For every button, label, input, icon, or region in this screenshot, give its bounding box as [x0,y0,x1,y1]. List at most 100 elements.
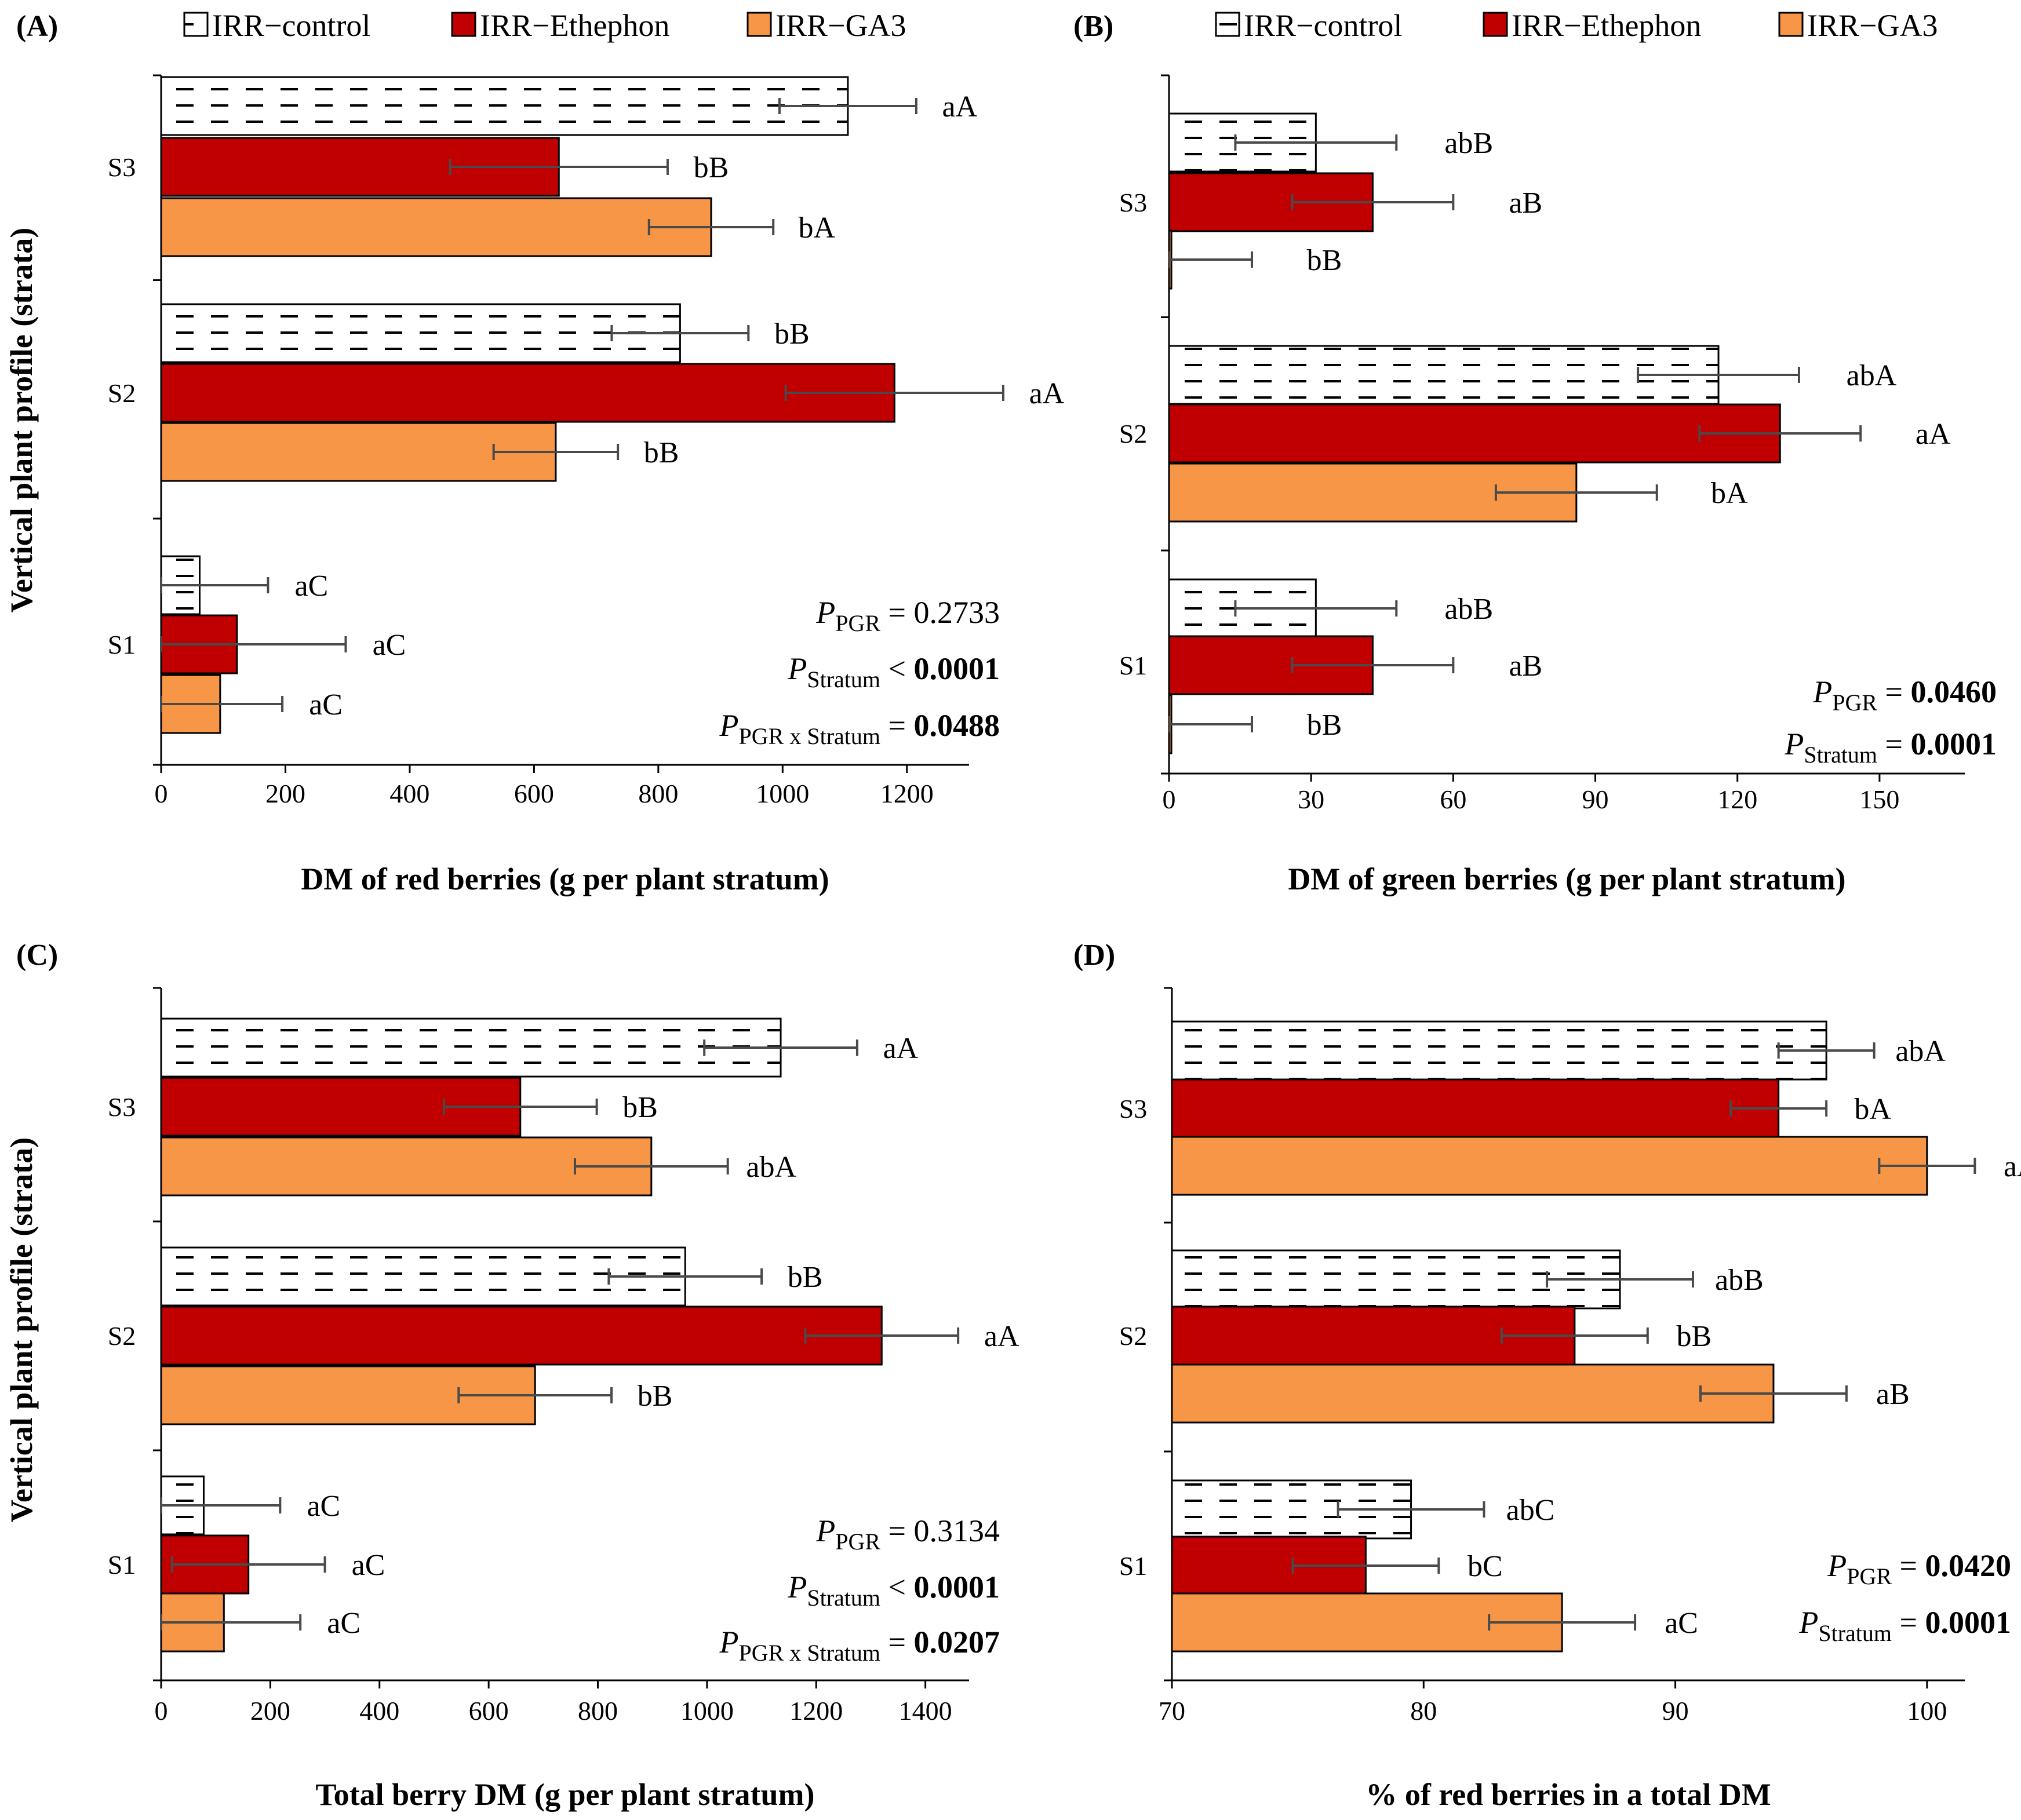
bar-control-s2 [160,303,681,363]
x-tick-label: 600 [469,1696,509,1726]
panel-d: (D) 70 80 90 100 % of red berries in a total … [1073,939,2021,1812]
p-value-annotation: PPGR x Stratum = 0.0207 [719,1625,1000,1666]
legend-swatch-ga3 [747,12,772,37]
error-bar-ethephon-s2 [784,385,1004,401]
significance-label: abA [746,1151,796,1184]
x-tick-label: 90 [1582,785,1609,814]
error-bar-control-s2 [610,325,750,341]
bar-control-s2 [160,1246,686,1307]
bar-ga3-s3 [160,1136,653,1197]
legend-label-ethephon: IRR−Ethephon [1512,8,1701,43]
bar-ga3-s3 [160,197,712,257]
p-value-annotation: PStratum < 0.0001 [787,651,1000,692]
significance-label: bB [622,1091,658,1124]
legend-label-ga3: IRR−GA3 [775,8,906,43]
significance-label: aC [352,1549,385,1582]
panel-a: (A) 0 200 400 600 800 1000 1200 DM of red berrie… [16,10,1065,896]
panel-label: (C) [16,939,58,972]
x-tick-label: 600 [514,779,554,808]
bar-control-s3 [1171,1020,1827,1081]
category-label-s3: S3 [108,152,136,182]
x-tick-label: 120 [1717,785,1757,814]
error-bar-ethephon-s1 [1291,657,1455,673]
error-bar-ga3-s1 [1488,1614,1637,1631]
category-label-s1: S1 [108,630,136,659]
bar-ethephon-s2 [160,1305,883,1366]
significance-label: abA [1895,1035,1946,1068]
error-bar-control-s3 [778,98,917,114]
significance-label: bB [788,1261,823,1294]
significance-label: aC [295,570,329,603]
p-value-annotation: PPGR = 0.3134 [815,1513,1000,1555]
category-label-s1: S1 [1119,1551,1148,1581]
bar-ethephon-s2 [160,363,895,423]
error-bar-control-s2 [1546,1271,1694,1288]
panel-b: (B) 0 30 60 90 120 150 DM of green berries (g p… [1073,10,1997,896]
category-label-s2: S2 [1119,1321,1148,1351]
significance-label: bB [644,436,679,469]
category-label-s2: S2 [1119,419,1148,448]
significance-label: aB [1509,650,1542,683]
y-axis-title-top: Vertical plant profile (strata) [4,228,39,612]
x-tick-label: 400 [389,779,429,808]
significance-label: aC [309,688,343,721]
significance-label: bB [694,151,729,184]
legend-entry-control: IRR−control [183,8,370,43]
significance-label: bA [1711,477,1748,510]
error-bar-ga3-s1 [160,696,284,712]
error-bar-ethephon-s2 [1500,1327,1649,1344]
legend-label-ga3: IRR−GA3 [1807,8,1938,43]
x-tick-label: 1400 [899,1696,952,1726]
x-tick-label: 400 [359,1696,399,1726]
error-bar-ethephon-s3 [1729,1100,1828,1117]
error-bar-control-s1 [1337,1501,1485,1518]
x-tick-label: 800 [578,1696,618,1726]
panel-label: (B) [1073,10,1113,43]
bar-ethephon-s3 [1171,1078,1780,1139]
significance-label: aA [1916,418,1951,451]
category-label-s3: S3 [1119,188,1148,217]
x-tick-label: 150 [1859,785,1899,814]
p-value-annotation: PStratum < 0.0001 [787,1570,1000,1611]
bar-control-s2 [1171,1249,1621,1310]
legend-entry-ethephon: IRR−Ethephon [1483,8,1701,43]
x-axis-title: Total berry DM (g per plant stratum) [316,1777,815,1812]
legend-top-right: IRR−control IRR−Ethephon IRR−GA3 [1215,8,1938,43]
significance-label: abC [1506,1494,1555,1527]
x-tick-label: 0 [155,779,168,808]
error-bar-ga3-s2 [1699,1385,1848,1402]
significance-label: abB [1444,127,1493,160]
legend-entry-ga3: IRR−GA3 [1778,8,1938,43]
significance-label: bA [798,211,835,245]
legend-top-left: IRR−control IRR−Ethephon IRR−GA3 [183,8,906,43]
error-bar-control-s2 [607,1268,763,1285]
category-label-s1: S1 [108,1550,136,1580]
legend-label-control: IRR−control [1244,8,1402,43]
x-tick-label: 1200 [789,1696,843,1726]
error-bar-ethephon-s3 [1291,194,1455,210]
y-axis-title-bottom: Vertical plant profile (strata) [4,1137,39,1522]
legend-swatch-control [183,12,209,37]
x-tick-label: 60 [1440,785,1466,814]
p-value-annotation: PPGR x Stratum = 0.0488 [719,708,1000,749]
x-tick-label: 1000 [680,1696,734,1726]
x-tick-label: 100 [1907,1696,1947,1726]
error-bar-control-s2 [1637,367,1800,383]
error-bar-ga3-s3 [1168,251,1254,268]
error-bar-ga3-s3 [1878,1158,1976,1174]
x-tick-label: 200 [250,1696,290,1726]
significance-label: aC [327,1607,360,1640]
x-tick-label: 90 [1662,1696,1689,1726]
category-label-s3: S3 [1119,1094,1148,1124]
category-label-s3: S3 [108,1092,136,1122]
p-value-annotation: PPGR = 0.0460 [1812,674,1997,716]
significance-label: aB [1509,187,1542,220]
error-bar-ga3-s1 [1168,716,1254,732]
error-bar-ethephon-s2 [804,1327,960,1344]
significance-label: bB [638,1380,673,1413]
significance-label: aC [1665,1607,1698,1640]
significance-label: bC [1467,1550,1503,1583]
legend-entry-ethephon: IRR−Ethephon [451,8,669,43]
legend-swatch-ethephon [451,12,476,37]
